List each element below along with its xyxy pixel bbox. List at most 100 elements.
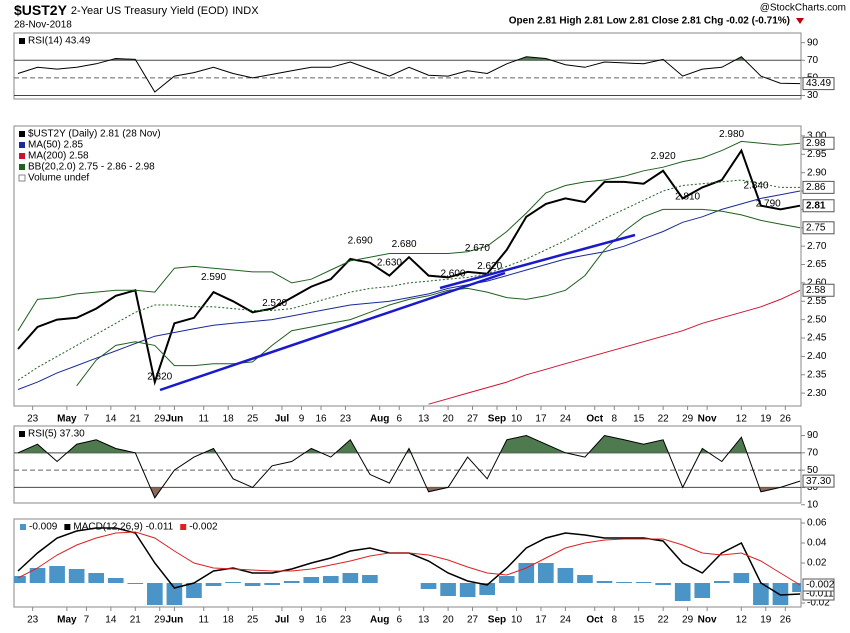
x-tick-label: 8 xyxy=(611,615,617,626)
legend-swatch xyxy=(19,153,25,159)
y-tick-label: 2.70 xyxy=(807,241,827,252)
histogram-bar xyxy=(225,582,241,583)
legend-swatch xyxy=(18,174,26,182)
x-tick-label: 15 xyxy=(633,615,645,626)
watermark: @StockCharts.com xyxy=(760,3,846,14)
end-label: -0.002 xyxy=(806,580,835,591)
legend-swatch xyxy=(20,524,26,530)
series-line xyxy=(76,208,801,387)
y-tick-label: 0.04 xyxy=(807,538,827,549)
histogram-bar xyxy=(753,583,769,605)
x-tick-label: 15 xyxy=(633,414,645,425)
histogram-bar xyxy=(792,583,801,592)
histogram-bar xyxy=(68,569,85,583)
series-line xyxy=(17,179,800,381)
series-line xyxy=(17,56,801,93)
header: $UST2Y 2-Year US Treasury Yield (EOD) INDX xyxy=(14,2,259,18)
x-tick-label: 19 xyxy=(760,615,772,626)
end-label: -0.011 xyxy=(806,589,834,600)
date: 28-Nov-2018 xyxy=(14,20,72,31)
y-tick-label: 0.06 xyxy=(807,518,827,529)
histogram-bar xyxy=(440,583,456,596)
x-tick-label: 23 xyxy=(27,414,39,425)
x-tick-label: 27 xyxy=(467,615,479,626)
annotation: 2.670 xyxy=(465,243,490,254)
x-tick-label: 24 xyxy=(560,414,572,425)
x-tick-label: 6 xyxy=(396,414,402,425)
panel-title: RSI(5) 37.30 xyxy=(28,429,85,440)
end-label: 2.86 xyxy=(806,182,826,193)
x-tick-label: 12 xyxy=(736,414,748,425)
histogram-bar xyxy=(420,583,437,589)
y-tick-label: 2.90 xyxy=(807,167,827,178)
histogram-bar xyxy=(107,578,124,583)
legend-swatch xyxy=(64,524,71,530)
histogram-bar xyxy=(283,581,300,583)
end-label: 37.30 xyxy=(806,476,831,487)
x-tick-label: 20 xyxy=(443,414,455,425)
name: 2-Year US Treasury Yield (EOD) xyxy=(71,5,228,17)
end-label-box xyxy=(802,199,835,213)
y-tick-label: 2.95 xyxy=(807,149,827,160)
end-label-box xyxy=(802,221,835,235)
histogram-bar xyxy=(147,583,163,605)
x-tick-label: Oct xyxy=(586,615,603,626)
histogram-bar xyxy=(166,583,183,605)
x-tick-label: 23 xyxy=(27,615,39,626)
legend-swatch xyxy=(19,164,25,170)
y-tick-label: -0.02 xyxy=(807,598,830,609)
annotation: 2.810 xyxy=(675,191,700,202)
x-tick-label: 29 xyxy=(154,414,166,425)
legend-swatch xyxy=(19,131,25,137)
histogram-bar xyxy=(186,583,202,598)
x-tick-label: 29 xyxy=(154,615,166,626)
histogram-bar xyxy=(674,583,691,601)
histogram-bar xyxy=(264,583,280,585)
x-tick-label: 24 xyxy=(560,615,572,626)
x-tick-label: May xyxy=(57,414,77,425)
annotation: 2.630 xyxy=(377,258,402,269)
panel-frame xyxy=(13,125,802,407)
x-tick-label: 10 xyxy=(511,615,523,626)
histogram-bar xyxy=(49,566,65,583)
y-tick-label: 2.40 xyxy=(807,351,827,362)
annotation: 2.620 xyxy=(477,261,502,272)
histogram-bar xyxy=(29,568,46,583)
panel-frame xyxy=(13,32,802,100)
histogram-bar xyxy=(479,583,496,595)
y-tick-label: 2.60 xyxy=(807,278,827,289)
x-tick-label: Jul xyxy=(275,615,290,626)
y-tick-label: 0.02 xyxy=(807,558,827,569)
y-tick-label: 2.65 xyxy=(807,259,827,270)
histogram-bar xyxy=(322,576,339,583)
x-tick-label: 29 xyxy=(682,615,694,626)
legend-label: MACD(12,26,9) -0.011 xyxy=(73,522,173,533)
plot-area xyxy=(17,140,801,405)
legend-label: -0.002 xyxy=(189,522,218,533)
y-tick-label: 70 xyxy=(807,55,819,66)
end-label: 2.98 xyxy=(806,138,826,149)
x-tick-label: 26 xyxy=(780,615,792,626)
annotation: 2.790 xyxy=(756,199,781,210)
y-tick-label: 2.30 xyxy=(807,388,827,399)
x-tick-label: Jun xyxy=(166,414,184,425)
x-tick-label: Aug xyxy=(370,414,389,425)
y-tick-label: 2.45 xyxy=(807,333,827,344)
x-tick-label: 13 xyxy=(418,615,430,626)
x-tick-label: Sep xyxy=(488,615,506,626)
annotation: 2.590 xyxy=(201,272,226,283)
x-tick-label: 25 xyxy=(247,615,259,626)
legend-label: BB(20,2.0) 2.75 - 2.86 - 2.98 xyxy=(28,162,155,173)
histogram-bar xyxy=(694,583,711,598)
x-tick-label: 27 xyxy=(467,414,479,425)
histogram-bar xyxy=(538,563,554,583)
end-label: 2.58 xyxy=(806,285,826,296)
x-tick-label: 23 xyxy=(340,414,352,425)
annotation: 2.680 xyxy=(392,239,417,250)
x-tick-label: May xyxy=(57,615,77,626)
histogram-bar xyxy=(635,582,652,583)
x-tick-label: Nov xyxy=(698,615,717,626)
x-tick-label: 22 xyxy=(658,414,670,425)
